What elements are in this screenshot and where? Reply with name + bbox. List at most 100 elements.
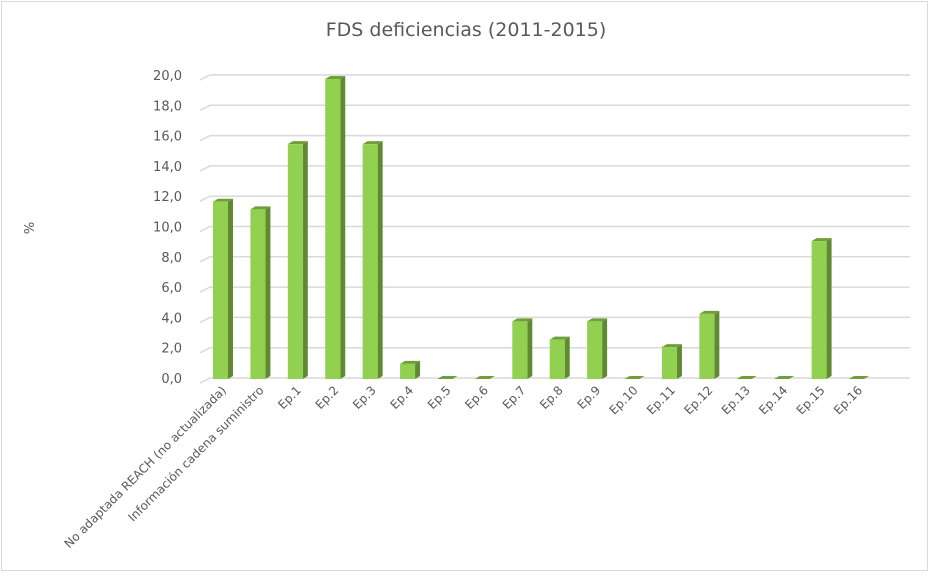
bar	[250, 206, 271, 379]
bar-side	[265, 206, 271, 379]
bar-front	[250, 209, 266, 379]
bar-side	[228, 198, 233, 379]
bar-top	[624, 376, 645, 379]
bar-top	[587, 318, 608, 322]
x-tick-label: No adaptada REACH (no actualizada)	[61, 383, 229, 551]
y-tick-label: 18,0	[153, 99, 182, 114]
x-tick-label: Ep.3	[350, 383, 379, 412]
bar	[325, 76, 346, 379]
bar-front	[287, 144, 303, 379]
bar-side	[564, 336, 570, 379]
bar-top	[849, 376, 869, 379]
bar-top	[512, 318, 533, 322]
gridline	[199, 165, 910, 172]
gridline	[199, 195, 910, 202]
x-tick-label: Ep.8	[537, 383, 566, 412]
bar-front	[400, 363, 416, 379]
bar-top	[213, 198, 233, 202]
x-tick-label: Ep.1	[275, 383, 304, 412]
y-tick-label: 4,0	[161, 311, 182, 326]
bar-top	[287, 141, 308, 145]
bar	[213, 198, 233, 379]
bar-top	[362, 141, 383, 145]
x-tick-label: Ep.4	[387, 383, 416, 412]
x-tick-label: Ep.6	[462, 383, 491, 412]
x-tick-label: Ep.12	[681, 383, 715, 417]
y-tick-label: 8,0	[161, 251, 182, 266]
bar-side	[714, 310, 720, 379]
bar-side	[302, 141, 308, 379]
bar-top	[400, 360, 421, 364]
chart-title: FDS deficiencias (2011-2015)	[326, 19, 607, 41]
bar-front	[699, 313, 715, 379]
bar-top	[699, 310, 720, 314]
gridline	[199, 225, 910, 233]
gridline	[199, 104, 910, 111]
bar	[811, 238, 832, 379]
bar-side	[340, 76, 346, 379]
bar-front	[325, 79, 341, 379]
bar-top	[736, 376, 757, 379]
bar	[699, 310, 720, 379]
x-tick-label: Ep.11	[644, 383, 678, 417]
x-tick-label: Ep.5	[425, 383, 454, 412]
y-tick-label: 2,0	[161, 342, 182, 357]
bar-top	[661, 344, 682, 348]
bar	[474, 376, 495, 379]
bar-top	[437, 376, 458, 379]
bar	[512, 318, 533, 379]
x-tick-label: Ep.15	[794, 383, 828, 417]
x-tick-label: Ep.13	[719, 383, 753, 417]
gridline	[199, 256, 910, 263]
bar-front	[512, 321, 528, 379]
bar	[362, 141, 383, 379]
x-tick-label: Ep.9	[574, 383, 603, 412]
bar-side	[826, 238, 832, 379]
bar-top	[811, 238, 832, 242]
bar	[774, 376, 795, 379]
bar-top	[474, 376, 495, 379]
bar-front	[362, 144, 378, 379]
x-tick-label: Ep.10	[606, 383, 640, 417]
bar	[287, 141, 308, 379]
bar-side	[602, 318, 608, 379]
gridline	[199, 286, 910, 293]
bar-side	[676, 344, 682, 379]
bar-top	[250, 206, 271, 210]
x-tick-label: Ep.7	[500, 383, 529, 412]
bar	[624, 376, 645, 379]
y-tick-label: 6,0	[161, 281, 182, 296]
gridline	[199, 74, 910, 81]
bar-front	[549, 339, 565, 379]
bar-top	[325, 76, 346, 80]
bar-side	[377, 141, 383, 379]
y-tick-label: 10,0	[153, 221, 182, 236]
bar-top	[774, 376, 795, 379]
y-tick-label: 12,0	[153, 190, 182, 205]
bar	[849, 376, 869, 379]
gridline	[199, 316, 910, 324]
bar	[587, 318, 608, 379]
y-tick-label: 20,0	[153, 69, 182, 84]
bar-side	[415, 360, 421, 379]
bar	[736, 376, 757, 379]
bar-side	[527, 318, 533, 379]
bar-front	[587, 321, 603, 379]
y-axis-label: %	[23, 222, 38, 234]
bar	[549, 336, 570, 379]
x-tick-label: Información cadena suministro	[125, 383, 266, 524]
bar	[437, 376, 458, 379]
bar	[400, 360, 421, 379]
bar-top	[549, 336, 570, 340]
y-tick-label: 0,0	[161, 372, 182, 387]
x-tick-label: Ep.14	[756, 383, 790, 417]
y-tick-label: 16,0	[153, 130, 182, 145]
bar-front	[661, 347, 677, 379]
bar-front	[213, 201, 228, 379]
bar	[661, 344, 682, 379]
x-tick-label: Ep.2	[313, 383, 342, 412]
y-tick-label: 14,0	[153, 160, 182, 175]
x-tick-label: Ep.16	[831, 383, 865, 417]
